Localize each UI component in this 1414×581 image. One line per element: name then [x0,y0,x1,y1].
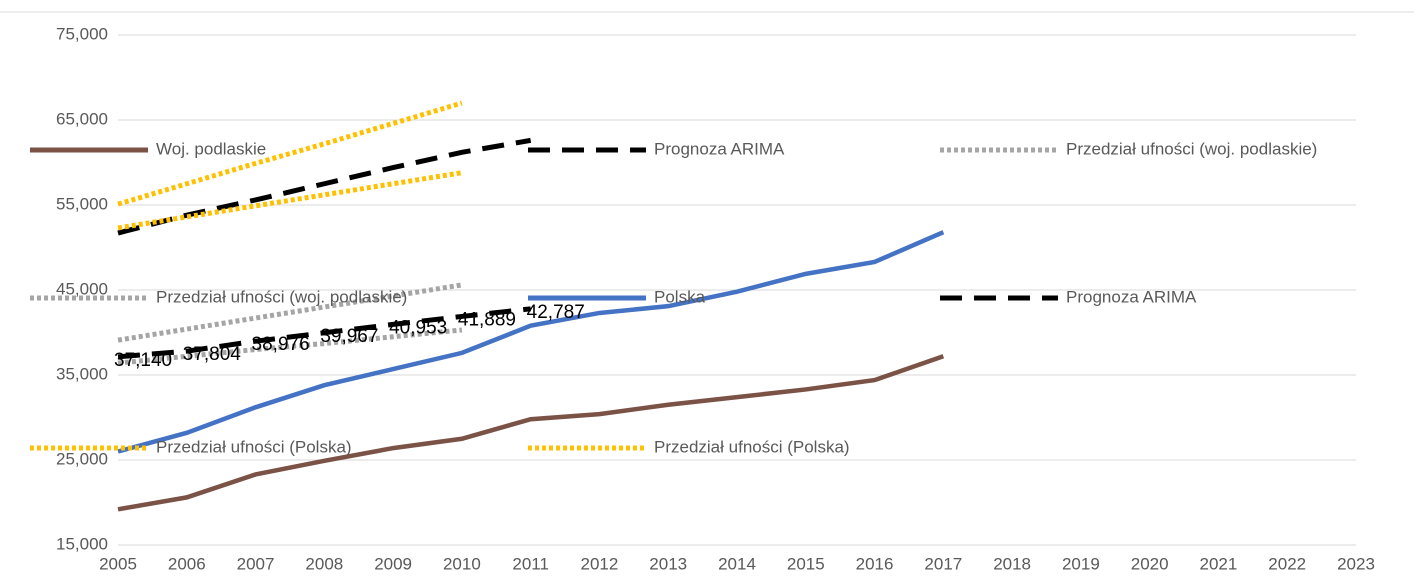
y-tick-label: 55,000 [56,194,108,213]
y-tick-label: 75,000 [56,24,108,43]
legend-label: Woj. podlaskie [156,139,266,158]
y-tick-label: 35,000 [56,364,108,383]
y-tick-label: 65,000 [56,109,108,128]
data-label: 40,953 [389,317,447,338]
x-tick-label: 2013 [649,554,687,573]
y-tick-label: 45,000 [56,279,108,298]
data-label: 37,140 [114,350,172,371]
x-tick-label: 2007 [237,554,275,573]
x-tick-label: 2015 [787,554,825,573]
y-tick-label: 25,000 [56,449,108,468]
legend-label: Prognoza ARIMA [1066,287,1197,306]
series-line [117,282,463,343]
x-tick-label: 2006 [168,554,206,573]
x-tick-label: 2023 [1337,554,1375,573]
series-line [117,170,463,231]
legend-label: Przedział ufności (woj. podlaskie) [1066,139,1317,158]
data-label: 38,976 [252,334,310,355]
data-label: 41,889 [458,309,516,330]
data-label: 37,804 [183,344,242,365]
data-label: 39,967 [320,326,378,347]
x-tick-label: 2020 [1131,554,1169,573]
x-tick-label: 2011 [512,554,549,573]
data-label: 42,787 [527,302,585,323]
x-tick-label: 2014 [718,554,756,573]
legend-label: Przedział ufności (woj. podlaskie) [156,287,407,306]
x-tick-label: 2018 [993,554,1031,573]
legend-label: Przedział ufności (Polska) [654,437,850,456]
x-tick-label: 2008 [305,554,343,573]
legend-label: Prognoza ARIMA [654,139,785,158]
x-tick-label: 2022 [1268,554,1306,573]
x-tick-label: 2019 [1062,554,1100,573]
x-tick-label: 2009 [374,554,412,573]
x-tick-label: 2012 [581,554,619,573]
y-tick-label: 15,000 [56,534,108,553]
series-line [117,230,945,454]
x-tick-label: 2021 [1200,554,1238,573]
x-tick-label: 2017 [924,554,962,573]
series-line [117,137,532,236]
series-line [117,354,945,512]
x-tick-label: 2016 [856,554,894,573]
x-tick-label: 2005 [99,554,137,573]
series-line [117,327,463,366]
series-line [117,100,463,207]
series-line [117,306,531,360]
x-tick-label: 2010 [443,554,481,573]
legend-label: Polska [654,287,706,306]
legend-label: Przedział ufności (Polska) [156,437,352,456]
